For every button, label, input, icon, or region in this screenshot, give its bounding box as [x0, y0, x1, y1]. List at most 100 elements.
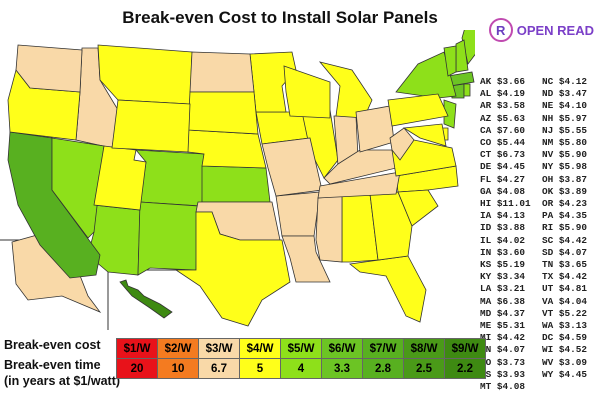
state-code: MI: [480, 332, 492, 344]
legend-years-4: 5: [239, 358, 281, 379]
state-fl: [349, 255, 427, 323]
state-cost-entry: OR $4.23: [542, 198, 600, 210]
state-wv: [389, 127, 415, 161]
state-code: KY: [480, 271, 492, 283]
state-cost-entry: UT $4.81: [542, 283, 600, 295]
legend-years-7: 2.8: [362, 358, 404, 379]
state-tx: [174, 211, 291, 327]
state-cost: $4.02: [491, 234, 526, 246]
state-cost: $3.93: [491, 368, 526, 380]
state-code: MD: [480, 307, 492, 319]
state-cost-entry: OK $3.89: [542, 186, 600, 198]
state-mo: [261, 137, 323, 197]
state-code: CT: [480, 149, 492, 161]
state-cost-entry: IL $4.02: [480, 235, 542, 247]
state-cost: $3.87: [553, 173, 588, 185]
state-nd: [189, 51, 255, 93]
state-cost: $7.60: [491, 124, 526, 136]
state-cost-entry: PA $4.35: [542, 210, 600, 222]
state-cost-entry: TX $4.42: [542, 271, 600, 283]
legend-years-6: 3.3: [321, 358, 363, 379]
state-mt: [97, 44, 193, 105]
state-cost: $4.08: [491, 381, 526, 393]
state-code: AR: [480, 100, 492, 112]
state-cost: $4.12: [553, 76, 588, 87]
state-cost-entry: ME $5.31: [480, 320, 542, 332]
legend-time-label: Break-even time: [4, 358, 101, 372]
state-code: MT: [480, 381, 492, 393]
state-cost: $5.19: [491, 259, 526, 271]
state-cost-entry: KY $3.34: [480, 271, 542, 283]
state-cost: $3.65: [553, 259, 588, 271]
state-cost: $4.19: [491, 88, 526, 100]
state-code: DC: [542, 332, 554, 344]
state-code: WV: [542, 356, 554, 368]
state-la: [281, 235, 331, 283]
state-cost: $4.10: [553, 100, 588, 112]
state-cost: $3.34: [491, 271, 526, 283]
state-cost-entry: DE $4.45: [480, 161, 542, 173]
state-cost-entry: GA $4.08: [480, 186, 542, 198]
state-cost-entry: IA $4.13: [480, 210, 542, 222]
legend-cost-5: $5/W: [280, 338, 322, 359]
state-cost-entry: RI $5.90: [542, 222, 600, 234]
state-co: [135, 149, 205, 207]
state-cost-entry: [542, 381, 600, 393]
legend-cost-6: $6/W: [321, 338, 363, 359]
state-cost-entry: MA $6.38: [480, 296, 542, 308]
logo-icon: R: [488, 18, 513, 42]
state-cost-entry: CA $7.60: [480, 125, 542, 137]
state-code: MA: [480, 295, 492, 307]
state-cost-entry: NH $5.97: [542, 113, 600, 125]
state-code: WI: [542, 344, 554, 356]
state-code: ND: [542, 88, 554, 100]
state-code: SD: [542, 246, 554, 258]
state-code: OR: [542, 198, 554, 210]
state-code: ID: [480, 222, 492, 234]
state-wi: [283, 65, 331, 119]
state-cost-entry: MS $3.93: [480, 369, 542, 381]
state-cost: $4.04: [553, 295, 588, 307]
state-code: NE: [542, 100, 554, 112]
state-code: GA: [480, 185, 492, 197]
state-cost-entry: WI $4.52: [542, 344, 600, 356]
state-oh: [355, 105, 395, 153]
state-code: MO: [480, 356, 492, 368]
state-code: IL: [480, 234, 492, 246]
state-cost: $6.38: [491, 295, 526, 307]
state-code: NC: [542, 76, 554, 87]
state-cost: $6.73: [491, 149, 526, 161]
state-code: NH: [542, 112, 554, 124]
state-cost: $5.44: [491, 137, 526, 149]
state-md: [402, 123, 447, 147]
state-cost-entry: FL $4.27: [480, 174, 542, 186]
state-cost: $4.13: [491, 210, 526, 222]
state-code: LA: [480, 283, 492, 295]
legend-cost-2: $2/W: [157, 338, 199, 359]
state-cost: $3.09: [553, 356, 588, 368]
us-map: [0, 30, 475, 330]
state-cost: $3.21: [491, 283, 526, 295]
state-cost: $4.23: [553, 198, 588, 210]
state-cost: $4.42: [553, 234, 588, 246]
state-cost: $5.90: [553, 222, 588, 234]
state-ut: [93, 145, 147, 211]
state-code: ME: [480, 320, 492, 332]
state-cost: $5.22: [553, 307, 588, 319]
state-code: CO: [480, 137, 492, 149]
state-cost: $3.73: [491, 356, 526, 368]
state-code: RI: [542, 222, 554, 234]
state-cost-entry: WY $4.45: [542, 369, 600, 381]
state-nm: [137, 201, 199, 276]
state-code: AK: [480, 76, 492, 87]
state-cost-entry: HI $11.01: [480, 198, 542, 210]
state-pa: [387, 93, 449, 127]
state-cost-entry: NE $4.10: [542, 100, 600, 112]
state-code: FL: [480, 173, 492, 185]
state-cost-entry: MI $4.42: [480, 332, 542, 344]
legend-time-sublabel: (in years at $1/watt): [4, 374, 121, 388]
state-cost-entry: NM $5.80: [542, 137, 600, 149]
state-cost-entry: ND $3.47: [542, 88, 600, 100]
state-cost: $4.52: [553, 344, 588, 356]
state-cost-entry: SC $4.42: [542, 235, 600, 247]
